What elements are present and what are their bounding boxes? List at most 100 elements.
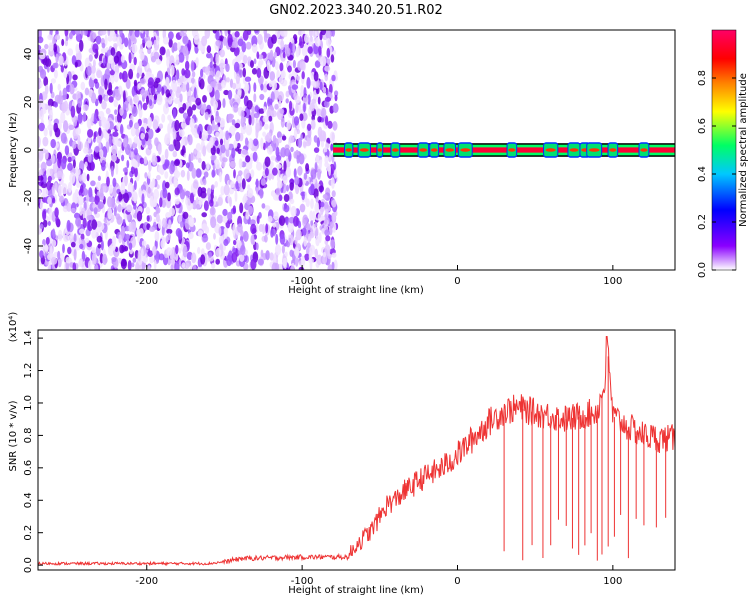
spectrogram-cell xyxy=(102,253,108,266)
spectrogram-cell xyxy=(317,168,321,180)
spectrogram-cell xyxy=(191,83,195,93)
spectrogram-cell xyxy=(159,46,166,56)
spectrogram-cell xyxy=(230,181,235,189)
spectrogram-cell xyxy=(118,234,122,244)
spectrogram-cell xyxy=(81,207,86,215)
spectrogram-cell xyxy=(246,100,253,110)
spectrogram-cell xyxy=(262,115,269,123)
spectrogram-cell xyxy=(237,38,244,47)
spectrogram-cell xyxy=(78,237,82,245)
spectrogram-cell xyxy=(318,45,322,56)
spectrogram-cell xyxy=(112,177,117,188)
spectrogram-cell xyxy=(65,35,69,41)
spectrogram-cell xyxy=(153,93,158,101)
spectrogram-cell xyxy=(84,161,88,168)
spectrogram-cell xyxy=(208,251,213,258)
spectrogram-cell xyxy=(288,237,292,244)
spectrogram-cell xyxy=(79,184,84,194)
spectrogram-cell xyxy=(310,198,314,210)
band-hotspot xyxy=(445,148,454,152)
spectrogram-cell xyxy=(314,162,318,170)
spectrogram-cell xyxy=(78,39,84,52)
spectrogram-cell xyxy=(182,35,189,45)
spectrogram-cell xyxy=(166,247,172,256)
spectrogram-cell xyxy=(182,103,187,111)
spectrogram-cell xyxy=(184,190,191,197)
spectrogram-cell xyxy=(202,95,207,103)
spectrogram-cell xyxy=(319,31,323,41)
band-hotspot xyxy=(545,148,556,152)
spectrogram-cell xyxy=(234,93,238,100)
spectrogram-cell xyxy=(191,77,195,84)
spectrogram-cell xyxy=(248,114,252,126)
y-tick-label: 0 xyxy=(23,147,34,153)
spectrogram-cell xyxy=(274,244,282,256)
spectrogram-cell xyxy=(88,187,93,198)
spectrogram-cell xyxy=(283,107,287,115)
spectrogram-cell xyxy=(119,30,123,37)
spectrogram-cell xyxy=(78,260,83,267)
spectrogram-cell xyxy=(282,175,288,185)
spectrogram-cell xyxy=(310,183,315,193)
spectrogram-cell xyxy=(78,174,83,182)
spectrogram-cell xyxy=(266,60,271,72)
spectrogram-cell xyxy=(325,30,332,40)
spectrogram-cell xyxy=(219,171,223,183)
spectrogram-cell xyxy=(289,249,294,257)
spectrogram-cell xyxy=(57,229,63,242)
spectrogram-cell xyxy=(131,158,138,168)
spectrogram-cell xyxy=(171,79,177,92)
band-hotspot xyxy=(460,148,471,152)
spectrogram-cell xyxy=(84,30,88,37)
spectrogram-cell xyxy=(146,187,153,199)
spectrogram-cell xyxy=(46,180,52,191)
y-tick-label: 0.0 xyxy=(23,557,34,573)
spectrogram-cell xyxy=(106,89,113,96)
spectrogram-cell xyxy=(250,258,257,270)
spectrogram-cell xyxy=(215,70,221,81)
spectrogram-cell xyxy=(182,45,189,56)
spectrogram-cell xyxy=(185,60,190,71)
spectrogram-cell xyxy=(303,102,306,113)
spectrogram-cell xyxy=(82,112,87,123)
spectrogram-cell xyxy=(168,219,172,229)
spectrogram-cell xyxy=(164,171,169,179)
spectrogram-cell xyxy=(122,103,127,111)
spectrogram-cell xyxy=(303,172,308,180)
spectrogram-cell xyxy=(310,169,317,180)
spectrogram-cell xyxy=(189,118,195,129)
spectrogram-cell xyxy=(99,149,104,159)
spectrogram-cell xyxy=(76,233,80,244)
spectrogram-cell xyxy=(158,123,164,129)
spectrogram-cell xyxy=(57,95,64,105)
spectrogram-cell xyxy=(57,250,61,260)
spectrogram-cell xyxy=(136,72,140,79)
spectrogram-cell xyxy=(112,186,117,198)
spectrogram-cell xyxy=(87,129,94,138)
spectrogram-cell xyxy=(293,92,298,101)
spectrogram-cell xyxy=(172,131,177,140)
spectrogram-cell xyxy=(235,131,241,142)
spectrogram-cell xyxy=(38,36,44,44)
spectrogram-cell xyxy=(40,161,47,172)
spectrogram-cell xyxy=(152,119,159,131)
spectrogram-cell xyxy=(330,54,335,63)
spectrogram-cell xyxy=(67,48,74,56)
spectrogram-cell xyxy=(98,127,102,137)
spectrogram-cell xyxy=(320,206,324,216)
spectrogram-cell xyxy=(42,136,49,147)
spectrogram-cell xyxy=(75,217,82,227)
spectrogram-cell xyxy=(165,181,170,189)
spectrogram-cell xyxy=(47,175,52,183)
spectrogram-cell xyxy=(262,131,266,137)
spectrogram-cell xyxy=(181,122,186,130)
spectrogram-cell xyxy=(299,36,303,46)
spectrogram-cell xyxy=(276,131,282,139)
spectrogram-cell xyxy=(278,194,283,202)
snr-frame xyxy=(37,329,676,571)
spectrogram-cell xyxy=(105,107,111,115)
spectrogram-cell xyxy=(179,30,185,37)
spectrogram-cell xyxy=(38,59,41,67)
spectrogram-cell xyxy=(49,30,53,36)
